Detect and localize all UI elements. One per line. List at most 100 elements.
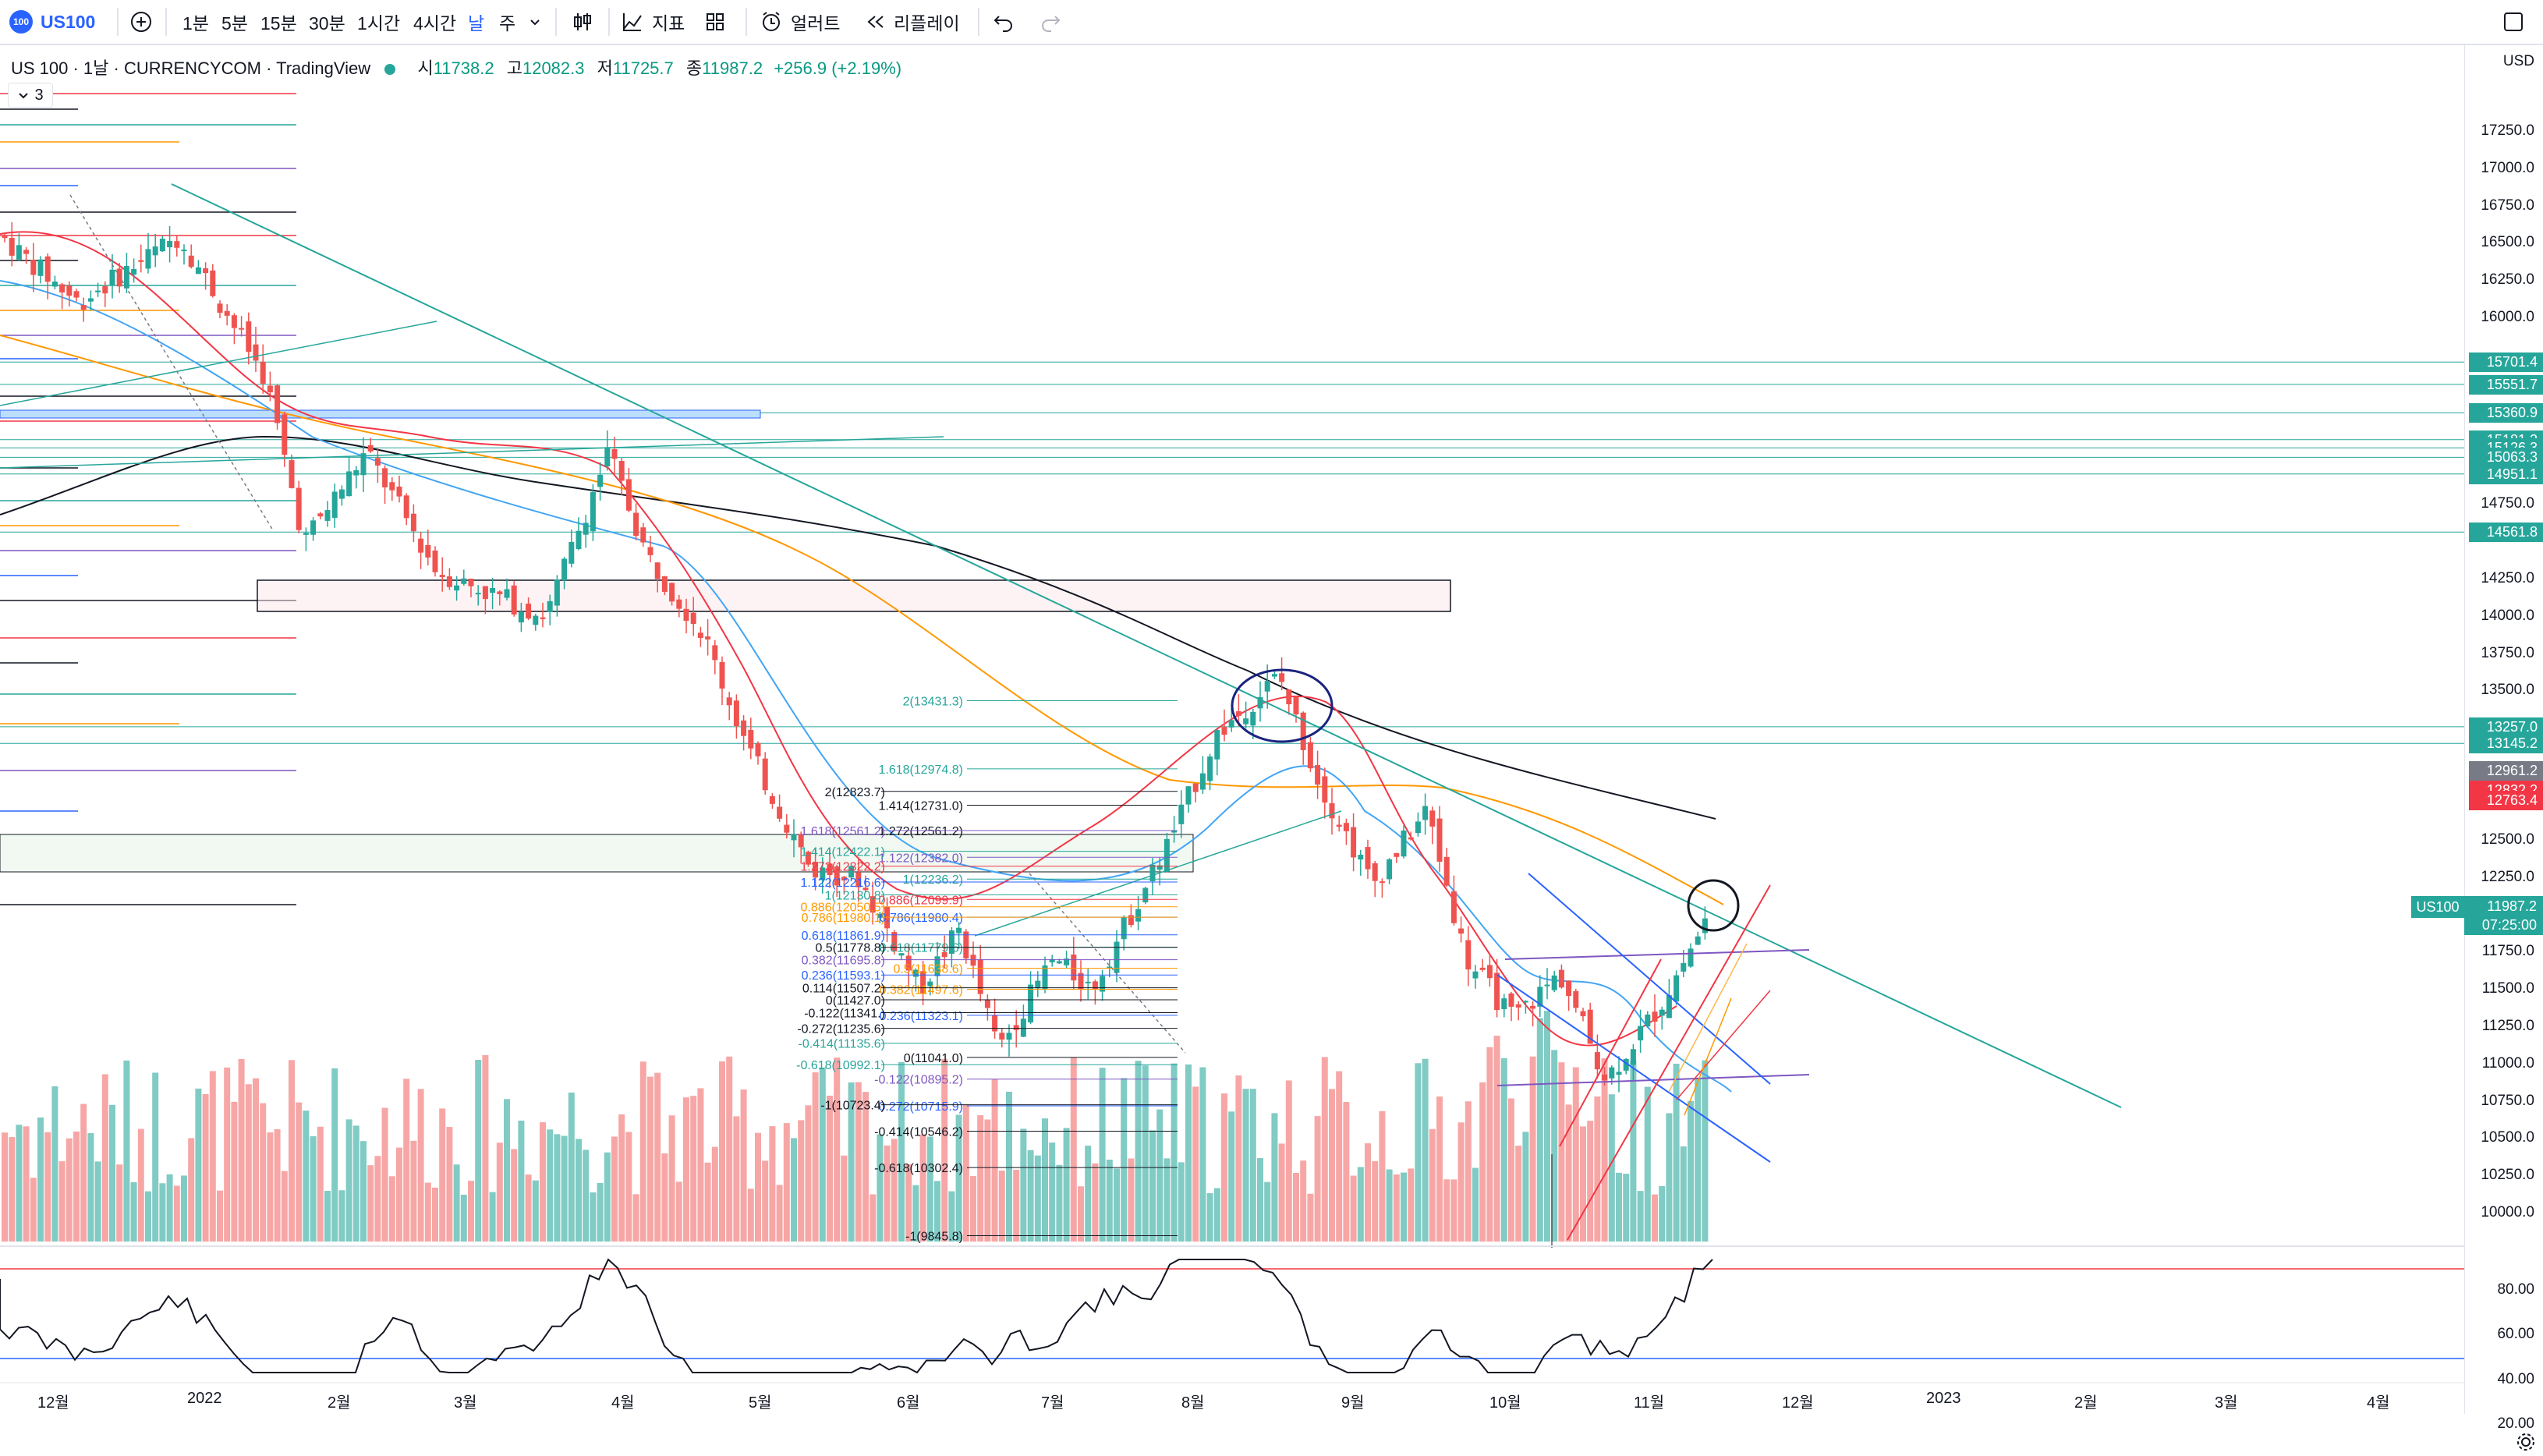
symbol-logo-icon: 100 — [9, 10, 33, 34]
symbol-search[interactable]: 100 US100 — [9, 0, 95, 44]
candle-body — [755, 743, 761, 756]
dashed-projection-line[interactable] — [69, 194, 274, 531]
fan-line-2[interactable] — [1559, 958, 1662, 1147]
rsi-line[interactable] — [0, 1258, 1713, 1374]
wedge-lower-line[interactable] — [1496, 974, 1771, 1163]
interval-4h[interactable]: 4시간 — [413, 13, 457, 34]
interval-30m[interactable]: 30분 — [309, 13, 345, 34]
volume-bar — [1386, 1169, 1393, 1242]
candle-body — [282, 414, 288, 455]
fib-retracement[interactable]: 2(13431.3) 1.618(12974.8) 1.414(12731.0) 1.… — [796, 696, 1178, 1244]
candle-body — [1163, 838, 1170, 872]
alert-button[interactable]: 얼러트 — [760, 0, 840, 44]
volume-bar — [23, 1126, 30, 1242]
compare-symbol-button[interactable] — [129, 0, 153, 44]
volume-bar — [1249, 1089, 1256, 1242]
fib-level-label: -0.122(11341.) — [804, 1007, 885, 1020]
fan-line-1[interactable] — [1567, 884, 1771, 1241]
volume-bar — [1659, 1185, 1666, 1242]
candle-body — [331, 491, 338, 519]
ma-50-line[interactable] — [0, 280, 1732, 1093]
blue-level-zone[interactable] — [0, 409, 761, 419]
indicators-collapse-button[interactable]: 3 — [8, 83, 53, 108]
candle-body — [1408, 837, 1414, 840]
volume-bar — [1293, 1173, 1299, 1242]
candle-body — [1156, 865, 1163, 870]
volume-bar — [827, 1095, 833, 1242]
ma-20-line[interactable] — [0, 231, 1677, 1047]
undo-icon — [993, 16, 1012, 32]
candle-body — [382, 468, 388, 487]
volume-bar — [303, 1111, 310, 1242]
fullscreen-button[interactable] — [2502, 0, 2525, 44]
interval-1w[interactable]: 주 — [499, 13, 516, 34]
candle-body — [733, 700, 739, 727]
candle-body — [1544, 984, 1550, 987]
candle-body — [1135, 909, 1142, 922]
candle-body — [1028, 984, 1034, 1023]
volume-bar — [159, 1183, 166, 1242]
fan-line-4[interactable] — [1684, 997, 1732, 1116]
undo-button[interactable] — [992, 0, 1015, 44]
candle-body — [719, 661, 725, 689]
interval-1m[interactable]: 1분 — [182, 13, 209, 34]
uptrend-line-2[interactable] — [0, 321, 437, 406]
candle-body — [267, 385, 273, 392]
channel-bottom-line[interactable] — [1496, 1074, 1810, 1086]
candle-body — [697, 632, 703, 639]
downtrend-line[interactable] — [171, 183, 2122, 1108]
candle-body — [1114, 941, 1120, 973]
highlight-circle-august[interactable] — [1231, 668, 1333, 743]
candle-body — [123, 265, 129, 289]
candle-body — [1178, 804, 1185, 824]
interval-1d[interactable]: 날 — [468, 13, 485, 34]
candle-body — [618, 460, 625, 481]
price-tick: 10750.0 — [2481, 1092, 2534, 1109]
fan-line-5[interactable] — [1668, 943, 1748, 1093]
uptrend-line-1[interactable] — [0, 436, 944, 469]
highlight-circle-current[interactable] — [1687, 879, 1740, 932]
volume-bar — [675, 1181, 682, 1242]
replay-button[interactable]: 리플레이 — [864, 0, 960, 44]
resistance-zone[interactable] — [257, 579, 1451, 612]
channel-top-line[interactable] — [1504, 949, 1810, 960]
volume-bar — [181, 1175, 187, 1242]
price-axis[interactable]: USD 17250.0 17000.0 16750.0 16500.0 16250.0 1… — [2464, 45, 2543, 1451]
interval-dropdown[interactable] — [529, 0, 541, 44]
time-label: 9월 — [1341, 1394, 1365, 1412]
indicators-button[interactable]: 지표 — [621, 0, 685, 44]
chart-canvas[interactable]: 2(13431.3) 1.618(12974.8) 1.414(12731.0) 1.… — [0, 45, 2464, 1414]
rewind-icon — [867, 16, 884, 28]
volume-bar — [1450, 1179, 1457, 1242]
candle-body — [1515, 1004, 1521, 1008]
ma-100-line[interactable] — [0, 335, 1724, 905]
candle-body — [1064, 958, 1070, 965]
layouts-button[interactable] — [703, 0, 727, 44]
volume-bar — [726, 1056, 733, 1242]
volume-bar — [388, 1176, 395, 1242]
candle-body — [1185, 786, 1192, 805]
price-tick: 11500.0 — [2481, 980, 2534, 997]
fan-line-3[interactable] — [1676, 990, 1771, 1100]
candle-body — [231, 315, 237, 328]
volume-bar — [1472, 1167, 1479, 1242]
interval-1h[interactable]: 1시간 — [357, 13, 401, 34]
candle-body — [30, 260, 37, 275]
time-label: 4월 — [2367, 1394, 2390, 1412]
volume-bar — [1357, 1167, 1364, 1242]
support-zone[interactable] — [0, 834, 1194, 873]
volume-bar — [1114, 1168, 1120, 1242]
dashed-projection-line-2[interactable] — [1029, 873, 1186, 1054]
settings-button[interactable] — [2516, 1432, 2536, 1456]
interval-5m[interactable]: 5분 — [221, 13, 248, 34]
volume-bar — [1013, 1170, 1020, 1242]
candle-body — [167, 240, 173, 248]
redo-button[interactable] — [1039, 0, 1062, 44]
uptrend-line-3[interactable] — [974, 810, 1342, 937]
candle-body — [1013, 1025, 1019, 1030]
interval-15m[interactable]: 15분 — [260, 13, 297, 34]
candle-body — [425, 544, 431, 558]
ma-200-line[interactable] — [0, 435, 1716, 820]
chart-type-button[interactable] — [571, 0, 594, 44]
wedge-upper-line[interactable] — [1528, 873, 1771, 1085]
